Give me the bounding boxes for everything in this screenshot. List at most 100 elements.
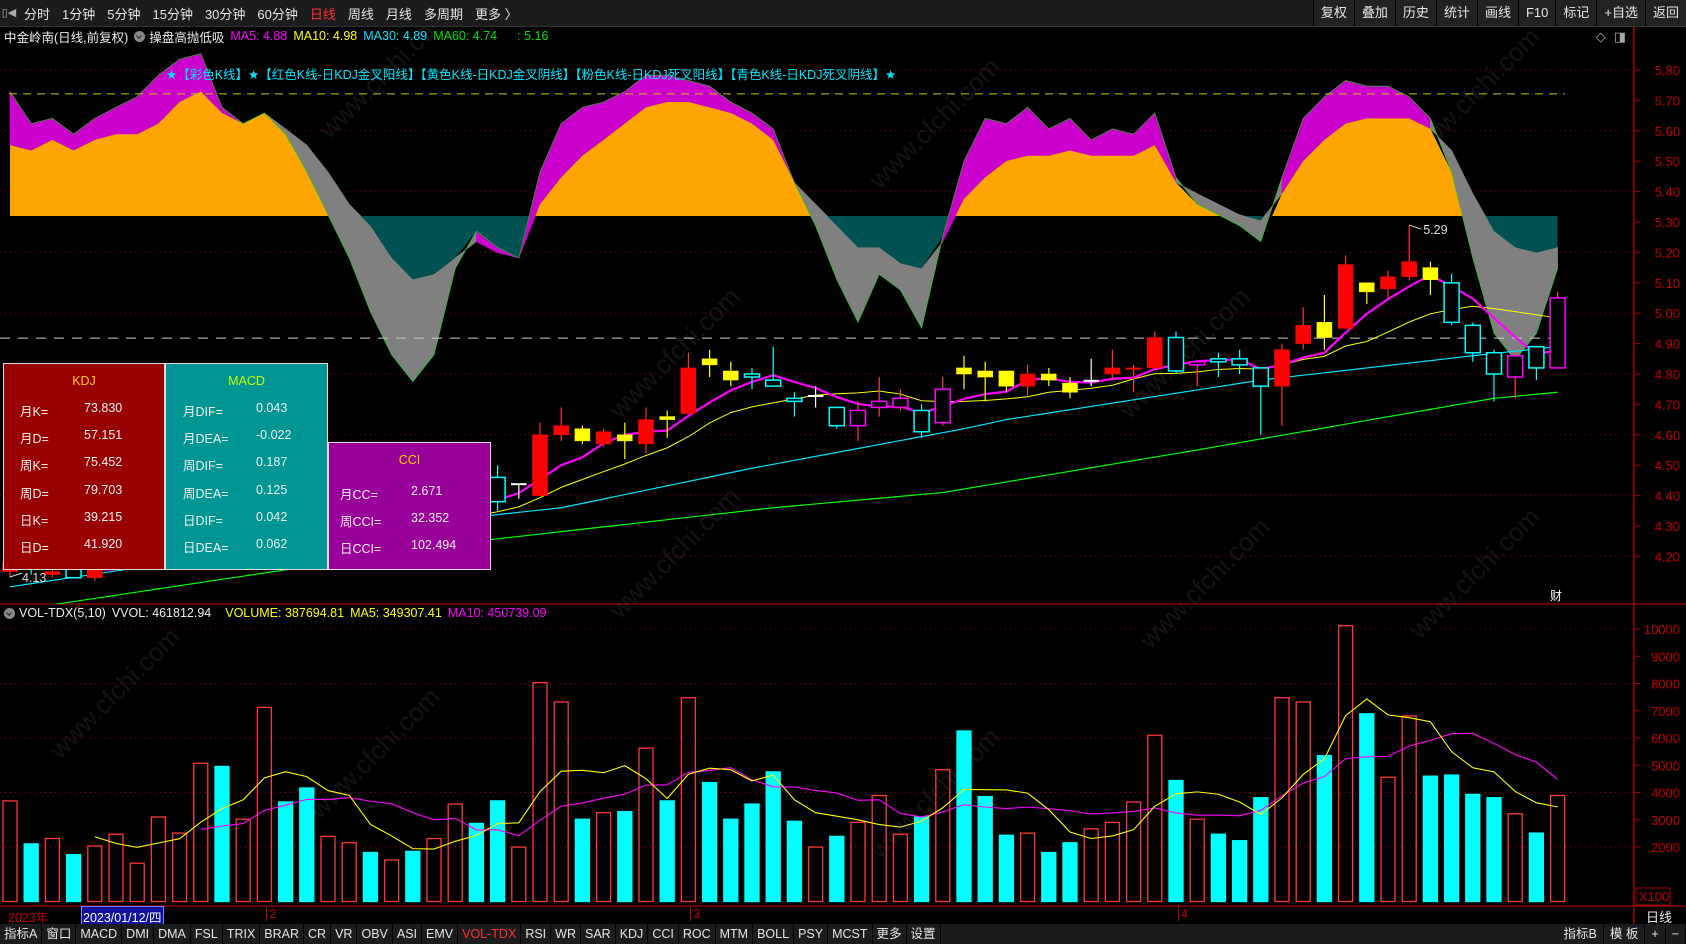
candle[interactable]	[1401, 225, 1417, 280]
indicator-tab[interactable]: 指标A	[0, 924, 43, 944]
candle[interactable]	[892, 389, 909, 411]
volume-bar[interactable]	[680, 697, 697, 903]
candle[interactable]	[870, 377, 888, 417]
indicator-name[interactable]: 操盘高抛低吸	[149, 30, 225, 45]
candle[interactable]	[1316, 294, 1333, 350]
volume-bar[interactable]	[256, 706, 273, 903]
period-tab[interactable]: 日线	[309, 6, 336, 22]
candle[interactable]	[1125, 364, 1142, 393]
toolbar-button[interactable]: 复权	[1312, 0, 1354, 26]
candle[interactable]	[1188, 361, 1206, 387]
indicator-tab[interactable]: DMI	[122, 924, 155, 944]
toolbar-button[interactable]: 历史	[1394, 0, 1436, 26]
candle[interactable]	[659, 410, 675, 438]
volume-bar[interactable]	[723, 818, 739, 903]
indicator-tab[interactable]: SAR	[581, 924, 616, 944]
candle[interactable]	[998, 370, 1015, 393]
indicator-tab[interactable]: CR	[304, 924, 332, 944]
candle[interactable]	[1167, 331, 1185, 374]
volume-bar[interactable]	[511, 846, 527, 903]
candle[interactable]	[1485, 349, 1503, 402]
indicator-tab[interactable]: DMA	[154, 924, 191, 944]
volume-bar[interactable]	[1253, 797, 1269, 903]
volume-bar[interactable]	[150, 816, 167, 903]
indicator-tab[interactable]: RSI	[521, 924, 552, 944]
candle[interactable]	[1231, 349, 1248, 374]
candle[interactable]	[743, 367, 761, 390]
period-tab[interactable]: 5分钟	[107, 6, 141, 22]
period-tab[interactable]: 周线	[347, 6, 374, 22]
candle[interactable]	[849, 401, 867, 441]
volume-bar[interactable]	[1147, 734, 1163, 903]
candle[interactable]	[1147, 331, 1163, 369]
volume-bar[interactable]	[129, 862, 145, 903]
candle[interactable]	[723, 361, 739, 387]
volume-bar[interactable]	[765, 771, 781, 903]
volume-bar[interactable]	[807, 846, 824, 903]
volume-bar[interactable]	[23, 843, 39, 903]
volume-bar[interactable]	[468, 822, 485, 903]
candle[interactable]	[1549, 291, 1566, 369]
candle[interactable]	[532, 422, 548, 496]
volume-bar[interactable]	[1359, 713, 1375, 903]
candle[interactable]	[1528, 345, 1545, 381]
candle[interactable]	[1359, 282, 1375, 305]
candle[interactable]	[489, 465, 506, 511]
period-tab[interactable]: 多周期	[423, 6, 463, 22]
candle[interactable]	[764, 346, 782, 387]
volume-bar[interactable]	[1422, 775, 1439, 903]
toolbar-button[interactable]: 返回	[1644, 0, 1686, 26]
bottom-right-button[interactable]: +	[1645, 924, 1666, 944]
bottom-right-button[interactable]: −	[1666, 924, 1686, 944]
volume-bar[interactable]	[1062, 842, 1078, 903]
volume-bar[interactable]	[574, 818, 591, 903]
volume-bar[interactable]	[1507, 813, 1523, 903]
period-tab[interactable]: 60分钟	[257, 6, 298, 22]
volume-bar[interactable]	[1104, 821, 1121, 903]
volume-bar[interactable]	[299, 787, 315, 903]
panel-toggle-icon[interactable]: ◨	[1613, 29, 1626, 44]
candle[interactable]	[574, 425, 591, 444]
volume-bar[interactable]	[1210, 833, 1227, 903]
volume-bar[interactable]	[850, 821, 866, 903]
indicator-tab[interactable]: TRIX	[223, 924, 261, 944]
period-tab[interactable]: 30分钟	[204, 6, 246, 22]
candle[interactable]	[638, 407, 654, 454]
volume-bar[interactable]	[1380, 776, 1396, 903]
volume-bar[interactable]	[1083, 828, 1099, 903]
bottom-right-button[interactable]: 指标B	[1558, 924, 1604, 944]
volume-bar[interactable]	[426, 837, 442, 903]
volume-bar[interactable]	[214, 765, 230, 903]
indicator-tab[interactable]: KDJ	[616, 924, 649, 944]
toolbar-button[interactable]: F10	[1517, 0, 1556, 26]
volume-bar[interactable]	[65, 853, 82, 903]
indicator-tab[interactable]: VR	[331, 924, 358, 944]
volume-bar[interactable]	[1401, 715, 1417, 903]
period-tab[interactable]: 15分钟	[152, 6, 193, 22]
period-tab[interactable]: 1分钟	[62, 6, 96, 22]
period-tab[interactable]: 月线	[385, 6, 412, 22]
candle[interactable]	[1104, 349, 1121, 381]
indicator-tab[interactable]: MCST	[828, 924, 873, 944]
toolbar-button[interactable]: 统计	[1435, 0, 1477, 26]
candle[interactable]	[913, 404, 930, 438]
toolbar-button[interactable]: +自选	[1596, 0, 1645, 26]
period-tab[interactable]: 分时	[24, 6, 51, 22]
candle[interactable]	[956, 355, 972, 390]
indicator-tab[interactable]: BRAR	[260, 924, 305, 944]
volume-bar[interactable]	[87, 845, 103, 903]
volume-bar[interactable]	[1019, 832, 1036, 903]
volume-bar[interactable]	[1465, 793, 1481, 903]
candle[interactable]	[1506, 352, 1524, 399]
volume-bar[interactable]	[1337, 625, 1354, 903]
candle[interactable]	[511, 483, 527, 499]
toolbar-button[interactable]: 画线	[1476, 0, 1518, 26]
volume-bar[interactable]	[1231, 840, 1248, 903]
volume-bar[interactable]	[235, 818, 251, 903]
volume-bar[interactable]	[1125, 801, 1142, 903]
volume-bar[interactable]	[701, 781, 718, 903]
indicator-tab[interactable]: WR	[551, 924, 581, 944]
volume-bar[interactable]	[1528, 832, 1545, 903]
volume-bar[interactable]	[595, 812, 612, 903]
volume-bar[interactable]	[1486, 797, 1502, 903]
